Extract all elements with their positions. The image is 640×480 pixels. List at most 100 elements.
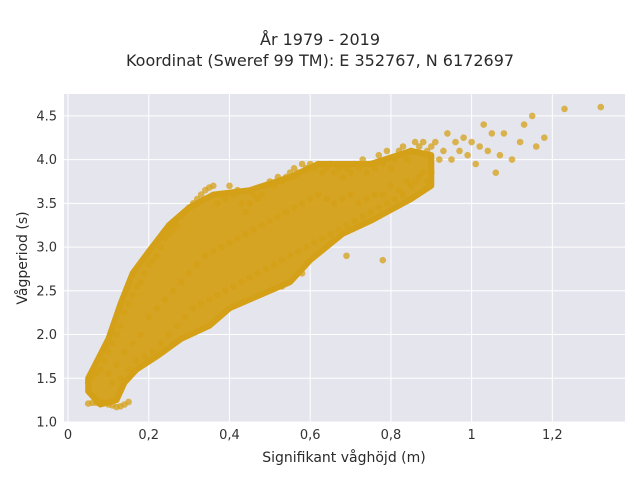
data-point (169, 226, 177, 233)
data-point (411, 178, 419, 185)
data-point (105, 370, 112, 378)
data-point (270, 182, 278, 190)
data-point (323, 195, 330, 203)
data-point (230, 283, 237, 290)
data-point (173, 322, 181, 330)
y-axis-label: Vågperiod (s) (14, 211, 31, 304)
data-point (464, 151, 471, 159)
data-point (363, 169, 371, 176)
data-point (137, 331, 144, 338)
data-point (157, 243, 165, 251)
data-point (298, 160, 306, 168)
data-point (327, 230, 334, 238)
x-axis-ticks: 0 0,2 0,4 0,6 0,8 1 1,2 (64, 428, 563, 443)
data-point (222, 195, 229, 203)
data-point (222, 287, 229, 295)
data-point (234, 235, 241, 242)
x-tick-label: 1,2 (542, 428, 563, 443)
data-point (177, 213, 185, 220)
data-point (290, 165, 298, 172)
data-point (428, 169, 435, 176)
data-point (415, 173, 423, 181)
data-point (315, 191, 322, 198)
data-point (359, 213, 367, 220)
data-point (347, 191, 354, 198)
data-point (561, 105, 568, 113)
data-point (597, 103, 605, 111)
data-point (133, 357, 140, 365)
data-point (165, 230, 173, 238)
data-point (387, 165, 395, 172)
data-point (141, 353, 148, 360)
data-point (181, 313, 189, 321)
data-point (214, 200, 221, 207)
data-point (101, 357, 108, 365)
data-point (379, 256, 387, 264)
data-point (129, 291, 136, 299)
data-point (423, 147, 431, 155)
data-point (407, 182, 415, 190)
data-point (161, 296, 169, 303)
data-point (355, 165, 362, 172)
data-point (165, 331, 173, 338)
data-point (258, 221, 266, 229)
data-point (270, 261, 278, 268)
data-point (226, 182, 233, 190)
x-tick-label: 0,8 (381, 428, 402, 443)
data-point (117, 375, 124, 382)
y-tick-label: 2.0 (36, 328, 57, 343)
data-point (286, 252, 294, 260)
data-point (298, 200, 306, 207)
data-point (468, 138, 475, 146)
data-point (310, 165, 318, 172)
data-point (306, 160, 314, 168)
data-point (286, 169, 294, 176)
data-point (137, 278, 144, 286)
data-point (161, 235, 169, 242)
data-point (282, 208, 290, 216)
y-tick-label: 3.0 (36, 241, 57, 256)
y-tick-label: 4.5 (36, 109, 57, 124)
data-point (109, 379, 116, 386)
data-point (496, 151, 504, 159)
data-point (105, 348, 112, 356)
data-point (371, 165, 379, 172)
data-point (109, 340, 116, 347)
data-point (399, 191, 407, 198)
data-point (181, 208, 189, 216)
data-point (189, 305, 197, 312)
data-point (189, 200, 197, 207)
data-point (298, 270, 306, 277)
data-point (480, 121, 488, 128)
data-point (214, 291, 221, 299)
data-point (177, 278, 185, 286)
data-point (242, 230, 249, 238)
data-point (197, 300, 205, 308)
data-point (238, 278, 245, 286)
data-point (230, 191, 237, 198)
data-point (335, 165, 342, 172)
data-point (379, 191, 387, 198)
data-point (541, 134, 548, 141)
data-point (500, 130, 508, 137)
data-point (113, 331, 120, 338)
data-point (149, 348, 157, 356)
data-point (302, 165, 310, 172)
data-point (185, 270, 193, 277)
data-point (250, 226, 257, 233)
y-tick-label: 2.5 (36, 284, 57, 299)
data-point (432, 138, 439, 146)
data-point (226, 239, 233, 246)
y-tick-label: 1.5 (36, 372, 57, 387)
x-tick-label: 0 (64, 428, 72, 443)
x-tick-label: 0,6 (300, 428, 321, 443)
data-point (262, 182, 270, 190)
data-point (319, 169, 326, 176)
data-point (129, 340, 136, 347)
data-point (391, 156, 399, 163)
data-point (403, 156, 411, 163)
data-point (488, 130, 496, 137)
data-point (145, 313, 153, 321)
data-point (234, 186, 241, 194)
